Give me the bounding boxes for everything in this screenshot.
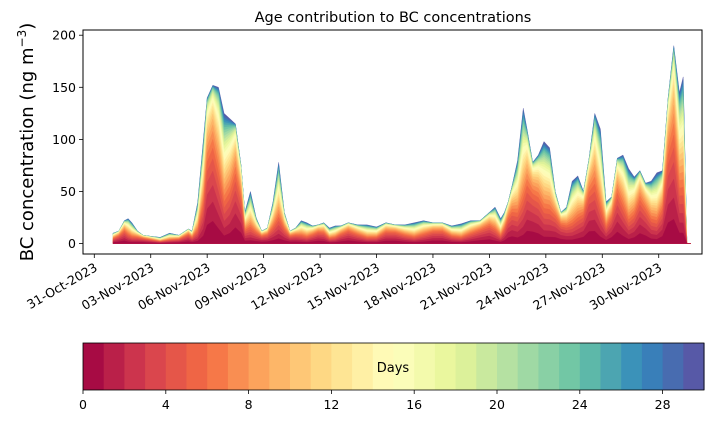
colorbar-tick-label: 8 [245,397,253,412]
plot-frame [82,29,703,255]
colorbar-tick-label: 12 [323,397,339,412]
colorbar-segment [248,343,270,390]
age-band-2 [112,197,691,244]
y-tick-label: 200 [52,28,76,43]
stacked-age-areas [112,45,691,244]
x-axis: 31-Oct-202303-Nov-202306-Nov-202309-Nov-… [24,254,664,313]
colorbar-segment [497,343,519,390]
colorbar-segment [538,343,560,390]
y-tick-label: 100 [52,132,76,147]
colorbar-label: Days [377,361,410,376]
colorbar-tick-label: 24 [572,397,588,412]
y-tick-label: 150 [52,80,76,95]
age-colorbar: 0 4 8 12 16 20 24 28 [79,342,705,412]
colorbar-segment [683,343,705,390]
age-band-1 [112,219,691,244]
colorbar-segment [517,343,539,390]
colorbar-segment [207,343,229,390]
colorbar-segment [83,343,105,390]
colorbar-segment [393,343,415,390]
colorbar-segment [476,343,498,390]
colorbar-segment [269,343,291,390]
colorbar-segment [227,343,250,390]
colorbar-segment [145,343,167,390]
colorbar-segment [352,343,374,390]
y-axis-label: BC concentration (ng m−3) [15,23,38,262]
y-axis-label-exponent: −3 [15,30,29,48]
colorbar-segment [662,343,684,390]
colorbar-segment [414,343,436,390]
colorbar-segment [455,343,477,390]
colorbar-segment [621,343,643,390]
colorbar-segment [331,343,353,390]
colorbar-tick-label: 16 [406,397,422,412]
colorbar-segment [186,343,208,390]
y-tick-label: 0 [68,236,76,251]
colorbar-segment [165,343,188,390]
colorbar-segment [310,343,332,390]
colorbar-segment [372,343,395,390]
colorbar-tick-label: 20 [489,397,505,412]
colorbar-frame [82,342,705,391]
colorbar-tick-label: 0 [79,397,87,412]
age-band-3 [112,178,691,244]
y-axis: 0 50 100 150 200 [52,28,83,251]
colorbar-segment [579,343,602,390]
colorbar-segment [103,343,125,390]
chart-title: Age contribution to BC concentrations [255,10,532,26]
colorbar-segment [641,343,664,390]
colorbar-segment [290,343,312,390]
y-axis-label-close: ) [17,23,38,30]
colorbar-segment [600,343,622,390]
y-tick-label: 50 [60,184,76,199]
y-axis-label-text: BC concentration (ng m [17,47,38,261]
age-band-4 [112,161,691,244]
colorbar-tick-label: 28 [655,397,671,412]
colorbar-segment [124,343,146,390]
colorbar-segment [434,343,457,390]
colorbar-segment [559,343,581,390]
colorbar-tick-label: 4 [162,397,170,412]
